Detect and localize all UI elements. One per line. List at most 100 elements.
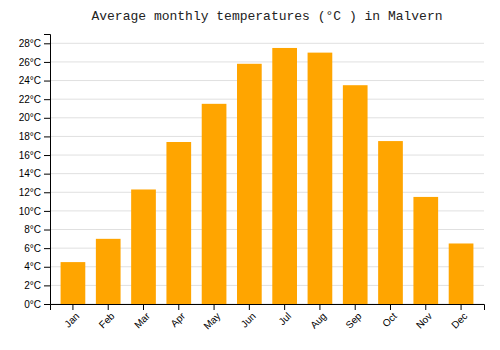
y-tick: 22°C xyxy=(19,94,50,105)
x-axis-line xyxy=(51,305,485,311)
grid xyxy=(50,43,484,304)
bar xyxy=(131,189,156,304)
grid-line xyxy=(50,136,484,137)
x-tick-label: Feb xyxy=(97,310,117,330)
x-tick-mark xyxy=(355,304,356,310)
x-tick-label: Sep xyxy=(343,310,364,331)
x-tick-mark xyxy=(178,304,179,310)
y-tick-mark xyxy=(44,81,50,82)
y-tick-label: 20°C xyxy=(19,112,41,123)
y-tick-mark xyxy=(44,99,50,100)
x-tick-label: Apr xyxy=(168,310,187,329)
grid-line xyxy=(50,155,484,156)
x-tick-mark xyxy=(284,304,285,310)
y-tick-label: 6°C xyxy=(24,243,41,254)
bar xyxy=(413,197,438,304)
x-tick-label: May xyxy=(201,310,222,331)
y-tick-label: 8°C xyxy=(24,224,41,235)
y-tick-mark xyxy=(44,248,50,249)
x-tick-label: Jul xyxy=(276,310,293,327)
x-tick: Nov xyxy=(414,304,434,331)
x-tick: Apr xyxy=(168,304,187,329)
y-tick-label: 2°C xyxy=(24,280,41,291)
x-tick-label: Mar xyxy=(132,310,152,330)
y-tick: 8°C xyxy=(24,224,50,235)
x-tick-label: Oct xyxy=(380,310,399,329)
bars xyxy=(61,48,474,304)
y-tick-mark xyxy=(44,62,50,63)
y-tick-mark xyxy=(44,136,50,137)
grid-line xyxy=(50,192,484,193)
y-axis: 0°C 2°C 4°C 6°C 8°C 10°C 12°C 14°C 16°C 18°C 20°C 2… xyxy=(19,35,51,310)
x-tick-label: Nov xyxy=(414,310,434,330)
bar xyxy=(166,142,191,304)
bar xyxy=(96,239,121,304)
y-tick: 10°C xyxy=(19,206,50,217)
y-tick-label: 14°C xyxy=(19,168,41,179)
bar xyxy=(202,104,227,304)
y-axis-line xyxy=(44,35,51,305)
y-tick: 14°C xyxy=(19,168,50,179)
grid-line xyxy=(50,80,484,81)
x-tick: Jul xyxy=(276,304,293,327)
x-tick-label: Jun xyxy=(239,310,258,329)
y-tick: 28°C xyxy=(19,38,50,49)
grid-line xyxy=(50,117,484,118)
x-tick: Jan xyxy=(62,304,81,330)
bar xyxy=(272,48,297,304)
y-tick-mark xyxy=(44,192,50,193)
x-tick-mark xyxy=(249,304,250,310)
y-tick: 16°C xyxy=(19,150,50,161)
x-tick-mark xyxy=(390,304,391,310)
bar xyxy=(343,85,368,304)
y-tick-label: 10°C xyxy=(19,206,41,217)
x-tick: May xyxy=(201,304,222,332)
x-tick-mark xyxy=(461,304,462,310)
y-tick-mark xyxy=(44,118,50,119)
y-tick: 0°C xyxy=(24,299,50,310)
x-tick-mark xyxy=(143,304,144,310)
plot: 0°C 2°C 4°C 6°C 8°C 10°C 12°C 14°C 16°C 18°C 20°C 2… xyxy=(19,35,485,332)
y-tick-mark xyxy=(44,267,50,268)
y-tick: 6°C xyxy=(24,243,50,254)
y-tick-mark xyxy=(44,174,50,175)
y-tick-label: 4°C xyxy=(24,261,41,272)
x-tick-mark xyxy=(72,304,73,310)
y-tick: 24°C xyxy=(19,75,50,86)
y-tick: 4°C xyxy=(24,261,50,272)
y-tick-label: 26°C xyxy=(19,57,41,68)
x-tick-mark xyxy=(425,304,426,310)
x-tick-label: Dec xyxy=(449,310,469,330)
grid-line xyxy=(50,173,484,174)
y-tick-mark xyxy=(44,43,50,44)
y-tick-mark xyxy=(44,155,50,156)
y-tick-label: 24°C xyxy=(19,75,41,86)
x-tick-mark xyxy=(214,304,215,310)
chart: 0°C 2°C 4°C 6°C 8°C 10°C 12°C 14°C 16°C 18°C 20°C 2… xyxy=(0,0,500,350)
title: Average monthly temperatures (°C ) in Ma… xyxy=(91,9,442,24)
y-tick-label: 16°C xyxy=(19,150,41,161)
y-tick-label: 22°C xyxy=(19,94,41,105)
x-tick: Oct xyxy=(380,304,399,329)
y-tick-label: 12°C xyxy=(19,187,41,198)
y-tick-label: 18°C xyxy=(19,131,41,142)
y-tick-label: 28°C xyxy=(19,38,41,49)
bar xyxy=(61,262,86,304)
y-tick: 18°C xyxy=(19,131,50,142)
y-tick: 12°C xyxy=(19,187,50,198)
x-axis: Jan Feb Mar Apr May Jun Jul Aug Sep Oct Nov Dec xyxy=(51,304,485,332)
y-tick: 20°C xyxy=(19,112,50,123)
x-tick: Sep xyxy=(343,304,364,331)
y-tick: 2°C xyxy=(24,280,50,291)
y-tick: 26°C xyxy=(19,57,50,68)
y-tick-label: 0°C xyxy=(24,299,41,310)
y-tick-mark xyxy=(44,304,50,305)
x-tick-mark xyxy=(319,304,320,310)
x-tick: Aug xyxy=(308,304,328,331)
grid-line xyxy=(50,61,484,62)
x-tick: Mar xyxy=(132,304,152,330)
x-tick: Feb xyxy=(97,304,117,330)
bar xyxy=(378,141,403,304)
bar xyxy=(449,243,474,304)
x-tick-label: Jan xyxy=(62,310,81,329)
